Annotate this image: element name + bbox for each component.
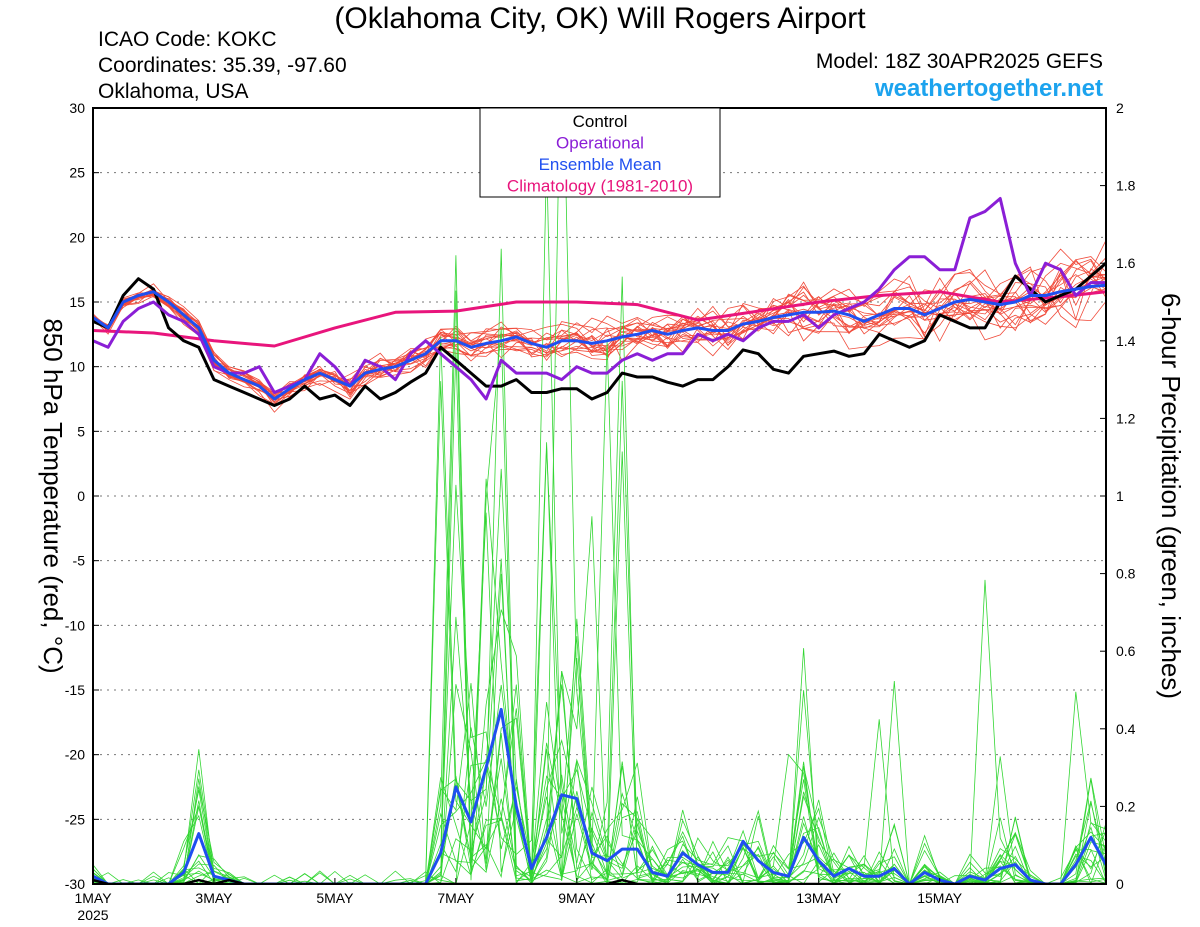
x-tick-label: 1MAY: [74, 890, 112, 906]
y-tick-label-left: -10: [65, 617, 85, 633]
legend-entry: Operational: [556, 134, 644, 153]
x-tick-sublabel: 2025: [77, 907, 108, 923]
temp-member-line: [93, 248, 1106, 407]
legend-entry: Control: [573, 112, 628, 131]
site-link[interactable]: weathertogether.net: [874, 75, 1103, 102]
temp-member-line: [93, 271, 1106, 394]
precip-member-line: [93, 154, 1106, 884]
precip-member-line: [93, 484, 1106, 884]
y-tick-label-right: 0.8: [1116, 566, 1136, 582]
x-tick-label: 3MAY: [195, 890, 233, 906]
y-tick-label-left: 15: [69, 294, 85, 310]
y-tick-label-left: 10: [69, 359, 85, 375]
legend-entry: Climatology (1981-2010): [507, 177, 693, 196]
temp-ensemble-members: [93, 239, 1106, 413]
temp-member-line: [93, 288, 1106, 401]
model-run: Model: 18Z 30APR2025 GEFS: [815, 50, 1103, 73]
y-tick-label-left: -20: [65, 747, 85, 763]
y-tick-label-left: 30: [69, 100, 85, 116]
precip-member-line: [93, 512, 1106, 884]
y-tick-label-left: -30: [65, 876, 85, 892]
grid-lines: [93, 172, 1106, 820]
x-tick-label: 15MAY: [917, 890, 963, 906]
region-label: Oklahoma, USA: [98, 80, 249, 103]
precip-member-line: [93, 777, 1106, 884]
y-tick-label-left: -15: [65, 682, 85, 698]
axis-ticks: 302520151050-5-10-15-20-25-3021.81.61.41…: [65, 100, 1136, 923]
coordinates: Coordinates: 35.39, -97.60: [98, 54, 347, 77]
control-line: [93, 261, 1106, 407]
y-tick-label-right: 1.6: [1116, 255, 1136, 271]
operational-line: [93, 197, 1106, 401]
y-tick-label-right: 0.2: [1116, 798, 1136, 814]
y-axis-label-right: 6-hour Precipitation (green, inches): [1156, 293, 1186, 699]
x-tick-label: 9MAY: [558, 890, 596, 906]
y-tick-label-left: -25: [65, 811, 85, 827]
y-axis-label-left: 850 hPa Temperature (red, °C): [38, 318, 68, 673]
precip-member-line: [93, 442, 1106, 884]
chart-title: (Oklahoma City, OK) Will Rogers Airport: [334, 2, 866, 35]
y-tick-label-right: 1.4: [1116, 333, 1136, 349]
legend-box: [479, 107, 721, 198]
y-tick-label-right: 0: [1116, 876, 1124, 892]
y-tick-label-right: 1.8: [1116, 178, 1136, 194]
x-tick-label: 11MAY: [676, 890, 720, 906]
series-layer: [93, 197, 1106, 884]
legend-entry: Ensemble Mean: [539, 155, 662, 174]
climatology-1981-2010-line: [93, 290, 1106, 348]
y-tick-label-left: 25: [69, 165, 85, 181]
x-tick-label: 5MAY: [316, 890, 354, 906]
precip-member-line: [93, 248, 1106, 884]
ensemble-mean-line: [93, 283, 1106, 401]
y-tick-label-left: 20: [69, 229, 85, 245]
icao-code: ICAO Code: KOKC: [98, 28, 277, 51]
y-tick-label-left: 5: [77, 423, 85, 439]
ensemble-mean-precipitation-line: [93, 707, 1106, 884]
y-tick-label-right: 2: [1116, 100, 1124, 116]
y-tick-label-right: 1: [1116, 488, 1124, 504]
y-tick-label-right: 1.2: [1116, 410, 1136, 426]
y-tick-label-right: 0.6: [1116, 643, 1136, 659]
y-tick-label-right: 0.4: [1116, 721, 1136, 737]
control-precipitation-line: [93, 878, 1106, 884]
legend: Control Operational Ensemble Mean Climatolo…: [479, 107, 721, 198]
x-tick-label: 7MAY: [437, 890, 475, 906]
y-tick-label-left: -5: [73, 553, 86, 569]
x-tick-label: 13MAY: [796, 890, 842, 906]
y-tick-label-left: 0: [77, 488, 85, 504]
